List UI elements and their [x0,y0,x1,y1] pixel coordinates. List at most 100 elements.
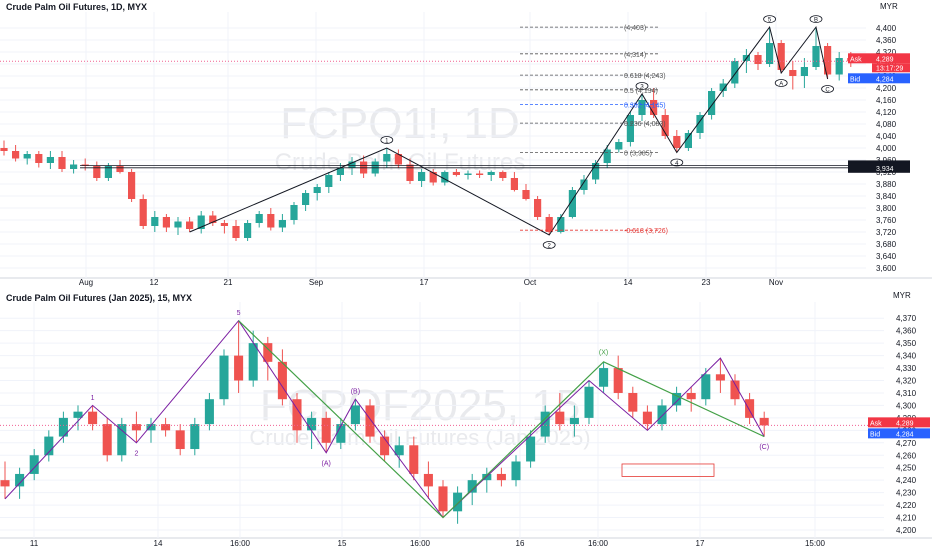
y-tick-label: 4,270 [896,439,917,448]
bottom-currency-label: MYR [893,291,911,300]
candle-body [406,164,414,181]
candle-body [812,46,820,67]
wave-label: 3 [640,85,644,91]
candle-body [12,151,20,159]
y-tick-label: 4,370 [896,314,917,323]
bottom-chart[interactable]: 4,200 4,210 4,220 4,230 4,240 4,250 4,260 4,270… [0,302,932,548]
y-tick-label: 4,320 [896,377,917,386]
candle-body [511,461,521,481]
candle-body [730,380,740,400]
wave-label-marker [821,85,834,93]
x-tick-label: 21 [224,278,233,287]
candle-body [777,43,785,70]
top-currency-label: MYR [880,2,898,11]
candle-body [418,172,426,181]
candle-body [131,424,141,431]
candle-body [661,115,669,136]
price-badge [868,428,930,439]
candle-body [220,223,228,226]
wave-label: 1 [385,139,389,145]
candle-body [745,399,755,418]
candle-body [754,55,762,64]
wave-label-marker [809,15,823,24]
y-tick-label: 4,320 [876,48,897,57]
candle-body [267,214,275,228]
candle-body [555,411,565,425]
wave-label: 2 [548,244,552,250]
price-badge [848,53,910,64]
bottom-chart-title: Crude Palm Oil Futures (Jan 2025), 15, M… [6,293,192,303]
candle-body [510,178,518,190]
y-tick-label: 4,400 [876,24,897,33]
candle-body [263,343,273,362]
candle-body [186,221,194,229]
price-badge-value: 3,934 [876,166,894,173]
target-zone-box [621,463,715,477]
candle-body [23,154,31,159]
candle-body [174,221,182,228]
candle-body [350,405,360,425]
y-tick-label: 3,680 [876,240,897,249]
candle-body [499,172,507,178]
candle-body [731,61,739,84]
candle-body [234,355,244,381]
y-tick-label: 3,760 [876,216,897,225]
candle-body [650,100,658,115]
x-tick-label: Aug [79,278,93,287]
candle-body [383,154,391,162]
x-tick-label: 16:00 [410,539,431,548]
price-badge-value: 4,289 [896,420,914,427]
top-chart-title: Crude Palm Oil Futures, 1D, MYX [6,2,147,12]
candle-body [209,215,217,223]
wave-label-marker [670,158,684,167]
candle-body [452,172,460,175]
wave-label: A [779,82,783,88]
candle-body [321,417,331,443]
y-tick-label: 4,310 [896,389,917,398]
candle-body [615,142,623,150]
candle-body [592,163,600,180]
wave-label: 1 [91,395,95,402]
price-badge-value: 4,289 [876,56,894,63]
candle-body [365,405,375,437]
price-badge-timer [872,63,910,73]
wave-label: 4 [675,161,679,167]
candle-body [766,43,774,64]
wave-label: 2 [134,450,138,457]
candle-body [423,473,433,487]
x-tick-label: 16 [516,539,525,548]
x-tick-label: 23 [702,278,711,287]
candle-body [232,226,240,238]
candle-body [146,424,156,431]
x-tick-label: 17 [696,539,705,548]
top-chart[interactable]: 3,600 3,640 3,680 3,720 3,760 3,800 3,840 3,880… [0,12,932,287]
fib-level-label: (4,314) [624,52,646,59]
candle-body [139,199,147,226]
candle-body [0,148,8,151]
candle-body [526,436,536,462]
candle-body [715,374,725,381]
candle-body [569,417,579,425]
candle-body [599,368,609,387]
candle-body [219,355,229,400]
candle-body [73,411,83,418]
candle-body [197,215,205,229]
candle-body [584,386,594,418]
x-tick-label: 11 [30,539,39,548]
price-badge-value: 4,284 [876,76,894,83]
x-tick-label: 17 [420,278,429,287]
candle-body [46,157,54,163]
candle-body [0,480,10,487]
x-tick-label: Sep [309,278,324,287]
elliott-wave-path [189,25,829,236]
candle-body [409,445,419,474]
x-tick-label: 12 [150,278,159,287]
candle-body [534,199,542,217]
y-tick-label: 3,600 [876,264,897,273]
y-tick-label: 4,230 [896,489,917,498]
price-badge [868,417,930,428]
candle-body [522,190,530,199]
fib-level-label: 0.5 (4,194) [624,88,658,95]
